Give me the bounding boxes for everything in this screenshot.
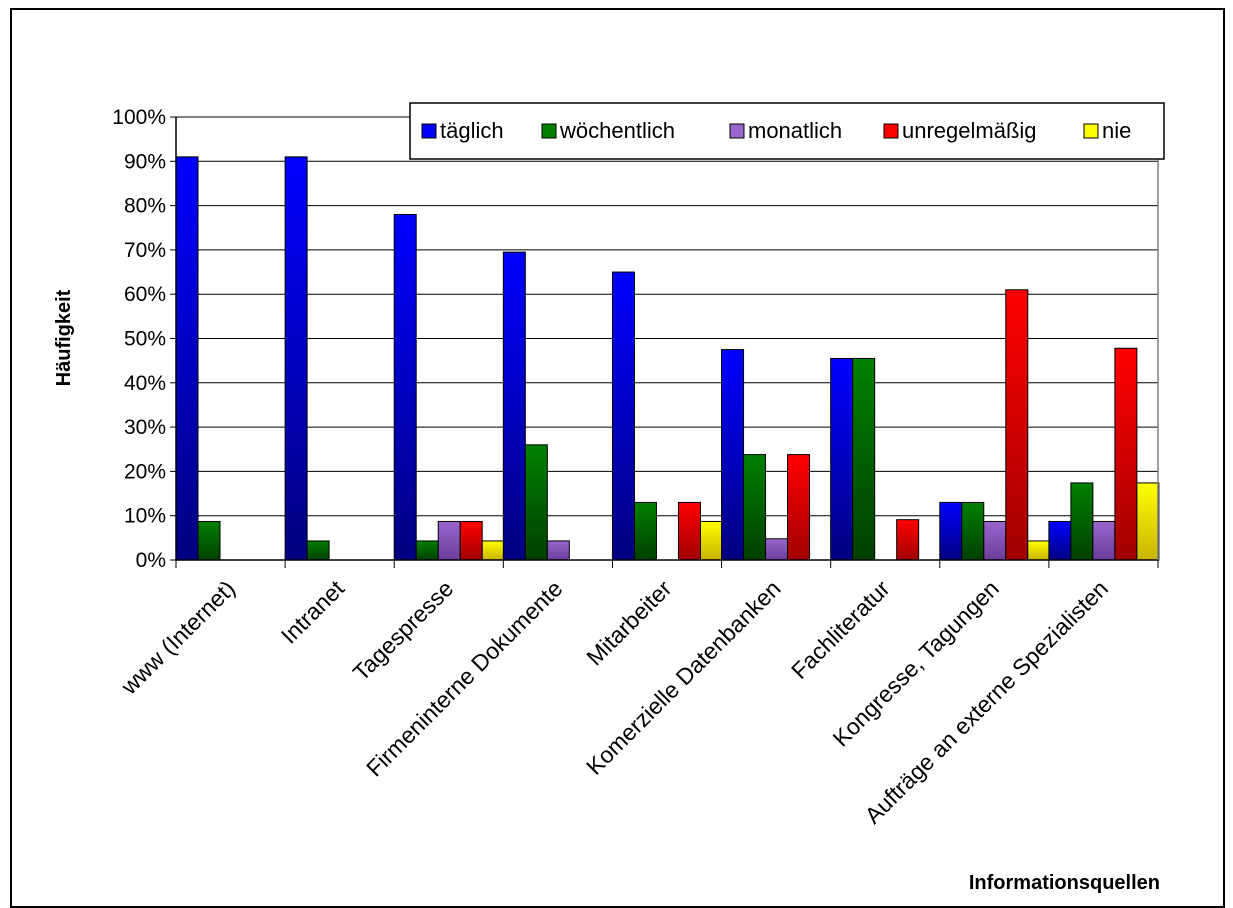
bar	[1005, 289, 1029, 561]
x-category-label: www (Internet)	[115, 575, 240, 700]
legend-box	[409, 102, 1165, 160]
bar	[1070, 482, 1094, 561]
legend-label: nie	[1102, 118, 1131, 143]
legend-label: monatlich	[748, 118, 842, 143]
bar	[721, 349, 745, 561]
bar	[961, 501, 985, 561]
bar	[459, 520, 483, 561]
legend-label: täglich	[440, 118, 504, 143]
legend-label: wöchentlich	[559, 118, 675, 143]
y-tick-label: 10%	[124, 505, 166, 528]
y-tick-label: 20%	[124, 460, 166, 483]
legend-swatch	[1083, 123, 1099, 139]
bar	[852, 357, 876, 561]
y-tick-label: 80%	[124, 195, 166, 218]
bar	[1136, 482, 1160, 561]
x-category-label: Mitarbeiter	[581, 575, 676, 670]
legend-swatch	[883, 123, 899, 139]
bar	[1027, 540, 1051, 561]
bar	[437, 520, 461, 561]
y-axis-title: Häufigkeit	[53, 289, 75, 386]
y-tick-label: 50%	[124, 328, 166, 351]
bar	[1092, 520, 1116, 561]
bar	[1114, 347, 1138, 561]
bar	[415, 540, 439, 561]
bars	[175, 156, 1160, 561]
bar	[939, 501, 963, 561]
x-category-label: Komerzielle Datenbanken	[581, 575, 786, 780]
bar	[481, 540, 505, 561]
y-tick-label: 70%	[124, 239, 166, 262]
y-tick-label: 40%	[124, 372, 166, 395]
bar	[633, 501, 657, 561]
bar	[699, 520, 723, 561]
legend: täglich wöchentlich monatlich unregelmäßig n…	[409, 102, 1165, 160]
x-category-label: Tagespresse	[348, 575, 459, 686]
bar	[830, 357, 854, 561]
bar	[284, 156, 308, 561]
bar	[502, 251, 526, 561]
bar	[983, 520, 1007, 561]
y-tick-label: 0%	[136, 549, 166, 572]
x-category-label: Aufträge an externe Spezialisten	[860, 575, 1113, 828]
x-category-label: Firmeninterne Dokumente	[361, 575, 567, 781]
bar	[197, 520, 221, 561]
legend-swatch	[729, 123, 745, 139]
legend-label: unregelmäßig	[902, 118, 1037, 143]
bar	[175, 156, 199, 561]
bar	[787, 454, 811, 561]
x-category-label: Intranet	[276, 575, 350, 649]
x-category-label: Fachliteratur	[786, 575, 895, 684]
y-tick-label: 100%	[112, 106, 166, 129]
y-tick-label: 30%	[124, 416, 166, 439]
legend-swatch	[421, 123, 437, 139]
y-tick-label: 60%	[124, 283, 166, 306]
bar	[1048, 520, 1072, 561]
bar	[896, 519, 920, 561]
legend-swatch	[541, 123, 557, 139]
x-category-labels: www (Internet) IntranetTagespresseFirmeni…	[115, 575, 1113, 829]
bar	[524, 444, 548, 561]
y-tick-label: 90%	[124, 150, 166, 173]
bar	[765, 538, 789, 561]
bar	[611, 271, 635, 561]
bar	[306, 540, 330, 561]
bar	[546, 540, 570, 561]
bar	[393, 213, 417, 561]
bar	[743, 454, 767, 561]
x-axis-title: Informationsquellen	[969, 872, 1160, 894]
bar	[677, 501, 701, 561]
y-tick-labels: 0% 10% 20% 30% 40% 50% 60% 70% 80% 90% 100%	[112, 106, 176, 572]
